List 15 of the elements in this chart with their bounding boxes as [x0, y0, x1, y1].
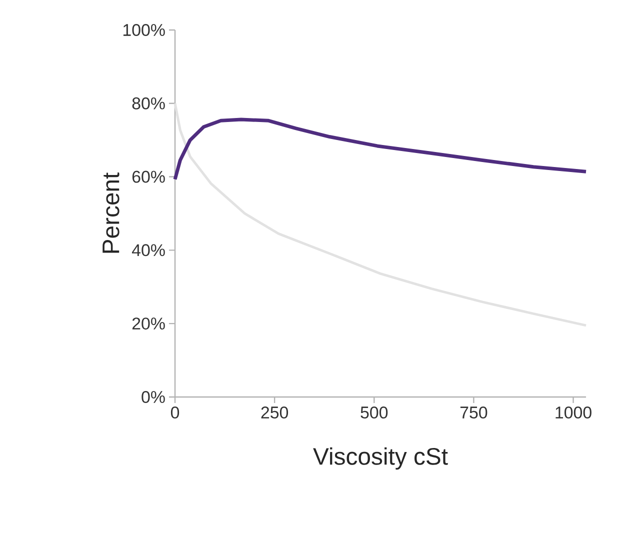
y-tick-label: 60%: [132, 170, 165, 183]
x-tick-label: 500: [360, 406, 388, 418]
line-series: [173, 118, 588, 182]
x-tick-label: 250: [261, 406, 288, 418]
y-tick-label: 100%: [123, 24, 165, 36]
line-series: [174, 102, 588, 327]
x-tick-label: 1000: [556, 406, 592, 418]
x-tick-label: 750: [460, 406, 488, 418]
y-tick-label: 0%: [142, 390, 165, 403]
y-axis-title: Percent: [102, 172, 120, 253]
y-tick-label: 20%: [132, 318, 165, 330]
x-tick-label: 0: [170, 406, 180, 418]
y-tick-label: 40%: [132, 244, 165, 256]
x-axis-title: Viscosity cSt: [313, 447, 448, 470]
y-tick-label: 80%: [132, 97, 165, 110]
